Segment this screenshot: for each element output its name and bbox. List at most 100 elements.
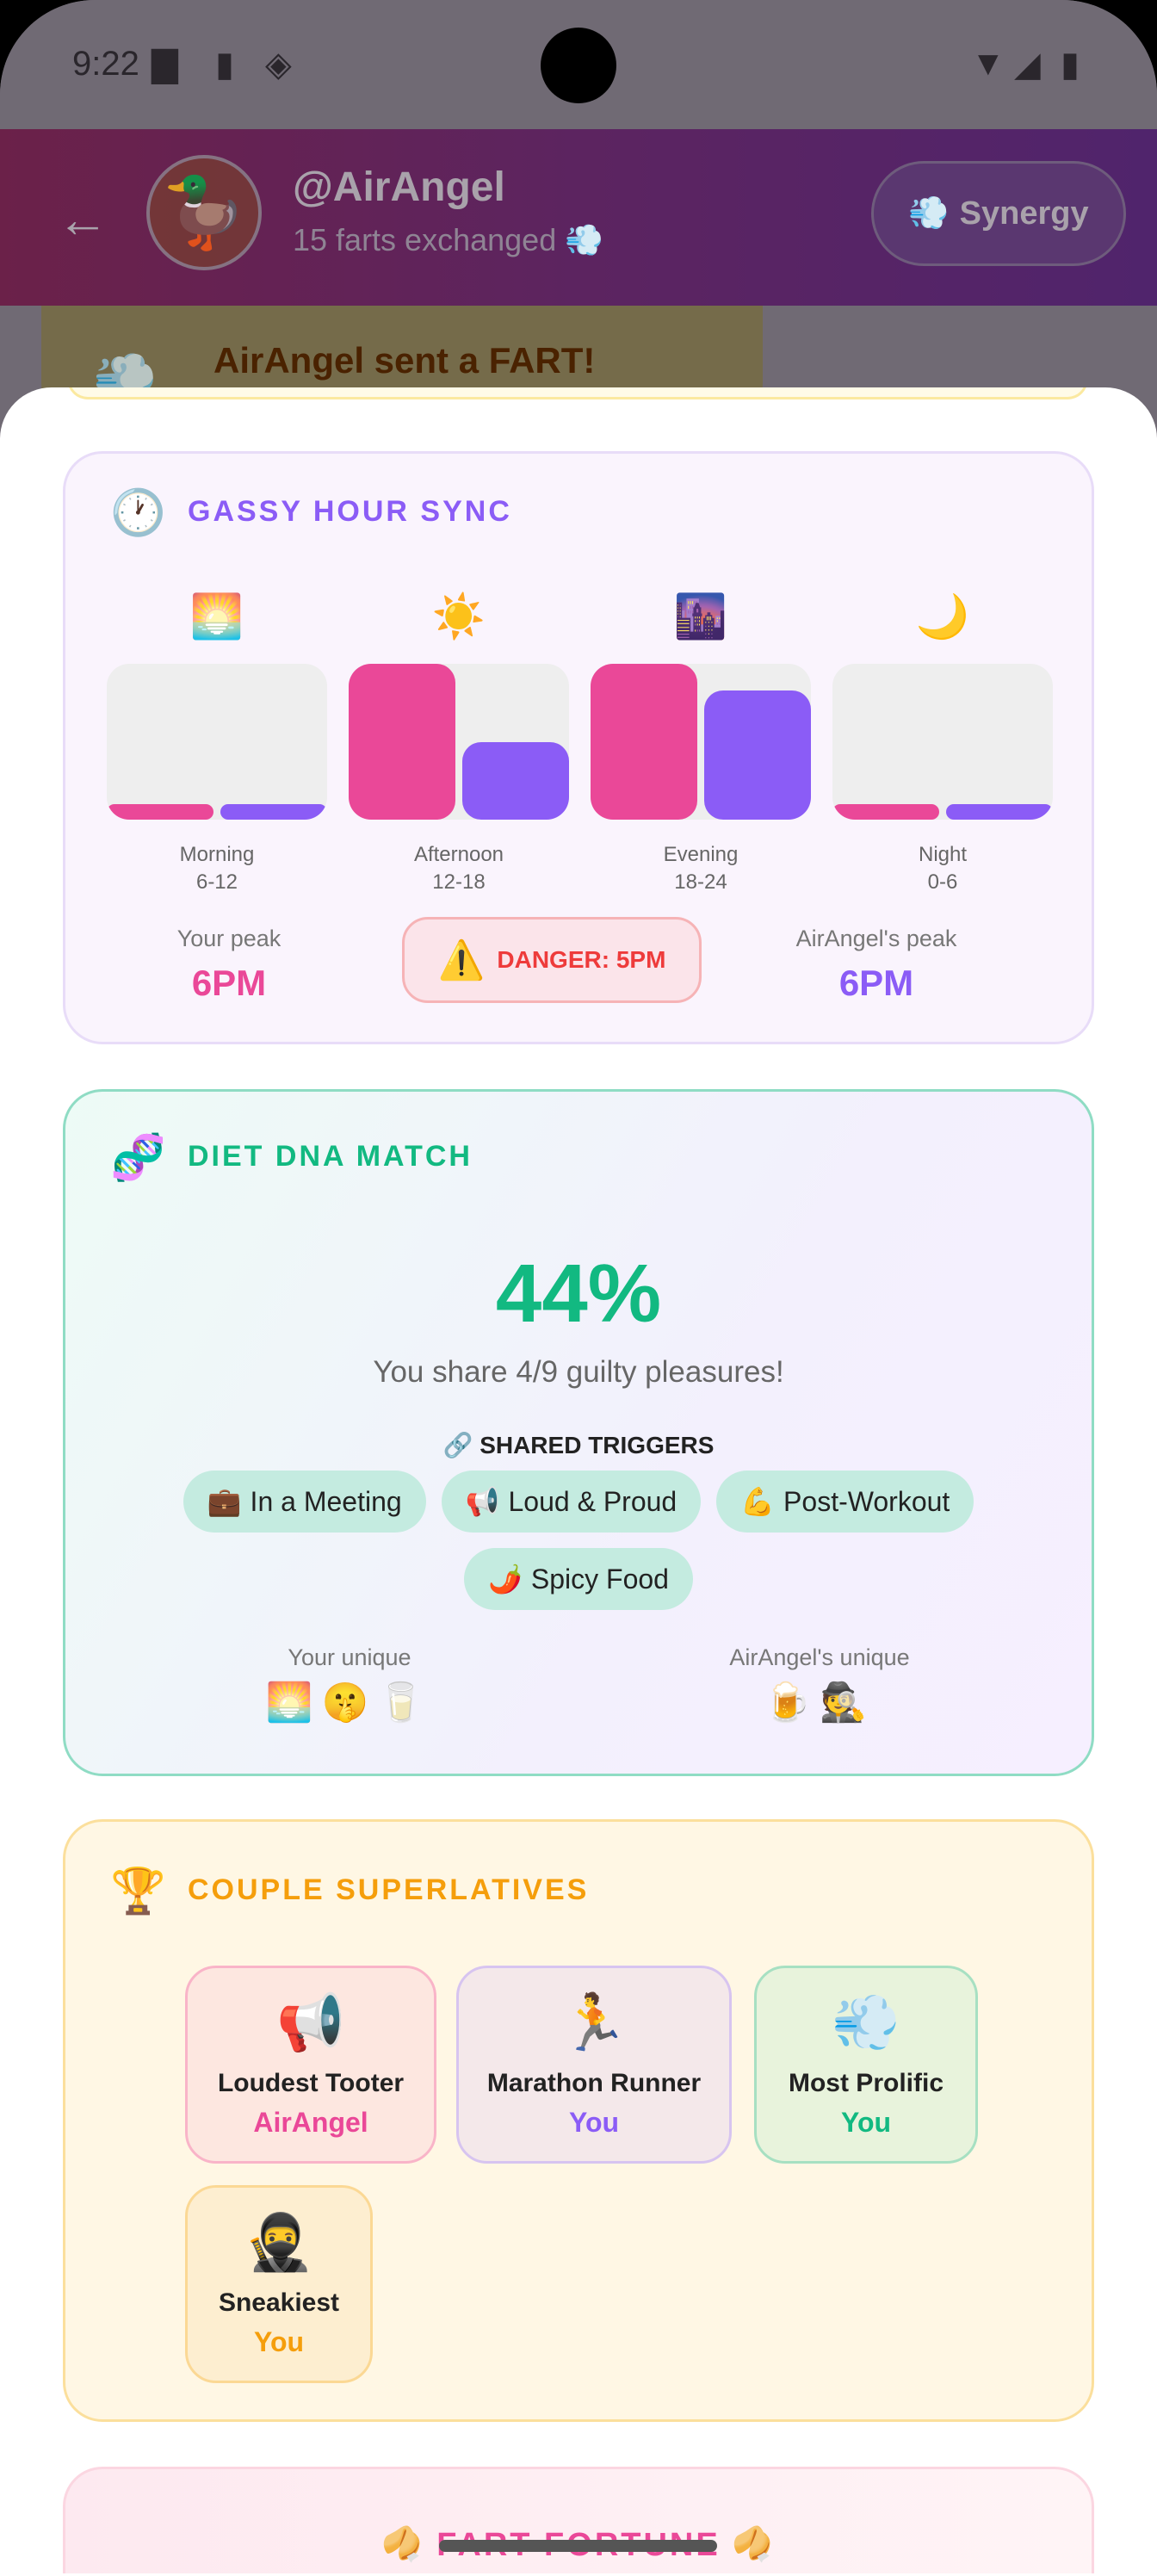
their-unique: AirAngel's unique 🍺🕵️ (647, 1644, 992, 1725)
their-peak-value: 6PM (838, 963, 914, 1003)
period-range: 0-6 (927, 870, 958, 894)
superlative-tile: 🏃 Marathon Runner You (456, 1966, 732, 2164)
farts-exchanged: 15 farts exchanged 💨 (293, 222, 604, 257)
shared-triggers-title: 🔗 SHARED TRIGGERS (442, 1432, 715, 1458)
status-bar: 9:22 ▇ ▮ ◈ ▼ ◢ ▮ (0, 0, 1157, 129)
superlative-winner: You (568, 2107, 620, 2138)
period-label: Morning (179, 843, 255, 866)
superlative-tile: 💨 Most Prolific You (754, 1966, 978, 2164)
synergy-button[interactable]: 💨 Synergy (871, 161, 1126, 266)
superlative-name: Marathon Runner (486, 2069, 702, 2097)
diet-dna-card: 🧬 DIET DNA MATCH 44% You share 4/9 guilt… (63, 1089, 1094, 1776)
your-peak-value: 6PM (191, 963, 267, 1003)
their-bar (946, 803, 1053, 820)
gassy-hour-card: 🕐 GASSY HOUR SYNC 🌅 Morning 6-12 ☀️ After… (63, 451, 1094, 1044)
clock: 9:22 (72, 45, 139, 83)
fortune-cookie-icon: 🥠 (381, 2527, 425, 2563)
their-unique-emojis: 🍺🕵️ (764, 1681, 875, 1724)
superlative-emoji: 🥷 (244, 2211, 313, 2273)
their-bar (462, 741, 569, 820)
synergy-sheet: 🕐 GASSY HOUR SYNC 🌅 Morning 6-12 ☀️ After… (0, 387, 1157, 2576)
fortune-cookie-icon: 🥠 (732, 2527, 776, 2563)
superlative-name: Most Prolific (788, 2069, 944, 2097)
period-emoji: 🌙 (915, 592, 970, 641)
synergy-label: Synergy (959, 195, 1089, 232)
their-unique-label: AirAngel's unique (729, 1644, 910, 1670)
their-bar (704, 690, 811, 820)
trigger-chip: 💪 Post-Workout (716, 1471, 974, 1533)
superlatives-card: 🏆 COUPLE SUPERLATIVES 📢 Loudest Tooter A… (63, 1819, 1094, 2422)
period-emoji: 🌅 (189, 592, 244, 641)
bar-track (349, 664, 569, 820)
clock-icon: 🕐 (110, 488, 166, 538)
trigger-label: In a Meeting (250, 1485, 402, 1517)
their-peak: AirAngel's peak 6PM (747, 926, 1005, 1004)
avatar[interactable]: 🦆 (146, 155, 262, 270)
period-emoji: 🌆 (673, 592, 728, 641)
period-label: Night (918, 843, 968, 866)
period-label: Evening (663, 843, 739, 866)
battery-icon: ▮ (1061, 46, 1080, 84)
trophy-icon: 🏆 (110, 1867, 166, 1917)
superlative-emoji: 💨 (832, 1991, 900, 2053)
dash-icon: 💨 (908, 195, 950, 232)
wifi-icon: ▼ (971, 45, 1005, 83)
superlative-name: Loudest Tooter (217, 2069, 405, 2097)
period-range: 6-12 (195, 870, 238, 894)
match-percent: 44% (495, 1248, 662, 1340)
danger-badge: ⚠️ DANGER: 5PM (402, 917, 702, 1003)
trigger-emoji: 💼 (207, 1486, 242, 1517)
trigger-emoji: 📢 (465, 1486, 500, 1517)
dna-icon: 🧬 (110, 1133, 166, 1183)
trigger-chip: 🌶️ Spicy Food (464, 1548, 693, 1610)
share-text: You share 4/9 guilty pleasures! (373, 1355, 784, 1389)
superlative-winner: AirAngel (253, 2107, 368, 2138)
trigger-label: Loud & Proud (508, 1485, 677, 1517)
back-arrow-icon[interactable]: ← (57, 190, 108, 248)
gesture-nav-bar[interactable] (439, 2540, 717, 2552)
trigger-chip: 📢 Loud & Proud (441, 1471, 702, 1533)
superlative-winner: You (840, 2107, 892, 2138)
superlative-winner: You (253, 2326, 305, 2357)
trigger-label: Post-Workout (783, 1485, 950, 1517)
card-title: COUPLE SUPERLATIVES (188, 1873, 590, 1906)
signal-icon: ◢ (1014, 46, 1041, 84)
your-bar (832, 803, 939, 820)
superlative-emoji: 📢 (276, 1991, 345, 2053)
their-bar (220, 803, 327, 820)
your-bar (591, 664, 697, 820)
your-peak: Your peak 6PM (100, 926, 358, 1004)
fart-fortune-card: 🥠 FART FORTUNE 🥠 (63, 2467, 1094, 2573)
their-peak-label: AirAngel's peak (795, 926, 957, 951)
card-title: GASSY HOUR SYNC (188, 495, 512, 528)
superlative-emoji: 🏃 (560, 1991, 628, 2053)
your-unique-label: Your unique (288, 1644, 411, 1670)
app-icon: ◈ (265, 46, 292, 84)
period-range: 12-18 (432, 870, 486, 894)
trigger-label: Spicy Food (530, 1563, 669, 1595)
bar-track (107, 664, 327, 820)
shared-triggers: 💼 In a Meeting 📢 Loud & Proud 💪 Post-Workout 🌶… (152, 1471, 1005, 1610)
superlative-tile: 🥷 Sneakiest You (185, 2185, 373, 2383)
superlative-tile: 📢 Loudest Tooter AirAngel (185, 1966, 436, 2164)
trigger-emoji: 🌶️ (488, 1564, 523, 1595)
notification-icon: ▇ (152, 46, 178, 84)
trigger-emoji: 💪 (740, 1486, 776, 1517)
period-emoji: ☀️ (431, 592, 486, 641)
bar-track (832, 664, 1053, 820)
bar-track (591, 664, 811, 820)
period-label: Afternoon (413, 843, 504, 866)
toast-text: AirAngel sent a FART! (213, 340, 596, 381)
superlative-name: Sneakiest (218, 2288, 340, 2317)
warning-icon: ⚠️ (437, 939, 486, 981)
your-bar (107, 803, 213, 820)
camera-cutout (541, 28, 616, 103)
danger-text: DANGER: 5PM (497, 946, 666, 973)
username: @AirAngel (293, 164, 505, 210)
sd-card-icon: ▮ (215, 46, 235, 84)
chat-header: ← 🦆 @AirAngel 15 farts exchanged 💨 💨 Syne… (0, 129, 1157, 306)
your-peak-label: Your peak (176, 926, 282, 951)
trigger-chip: 💼 In a Meeting (183, 1471, 426, 1533)
your-bar (349, 664, 455, 820)
